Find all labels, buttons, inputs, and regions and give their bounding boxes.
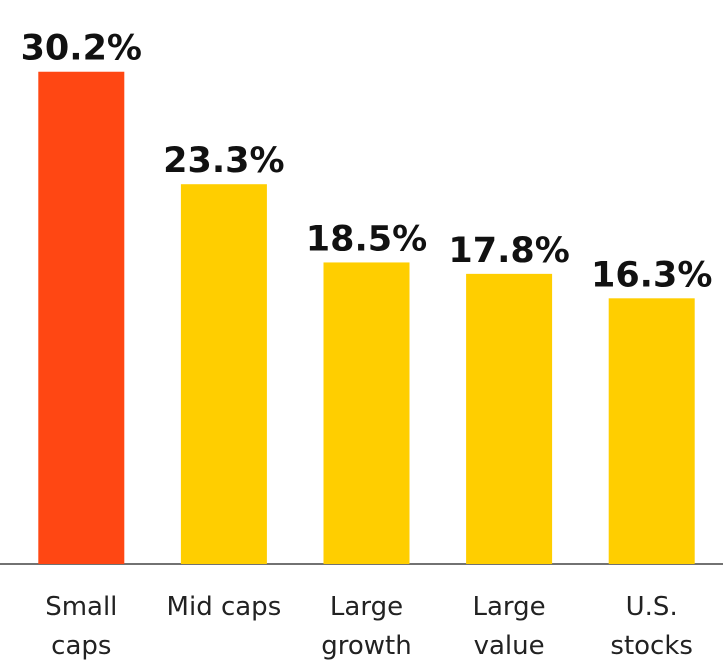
bar bbox=[608, 298, 695, 564]
x-tick-label: Large value bbox=[472, 592, 546, 661]
bar bbox=[38, 71, 125, 565]
x-tick-label: Mid caps bbox=[166, 592, 282, 622]
value-label: 18.5% bbox=[306, 219, 427, 259]
x-tick-label: Large growth bbox=[321, 592, 412, 661]
x-tick-label: Small caps bbox=[45, 592, 118, 661]
value-label: 16.3% bbox=[591, 255, 712, 295]
bar bbox=[180, 184, 267, 564]
value-label: 17.8% bbox=[448, 231, 569, 271]
bar bbox=[466, 273, 553, 564]
x-tick-label: U.S. stocks bbox=[610, 592, 693, 661]
value-label: 23.3% bbox=[163, 141, 284, 181]
bar bbox=[323, 262, 410, 564]
value-label: 30.2% bbox=[21, 29, 142, 69]
